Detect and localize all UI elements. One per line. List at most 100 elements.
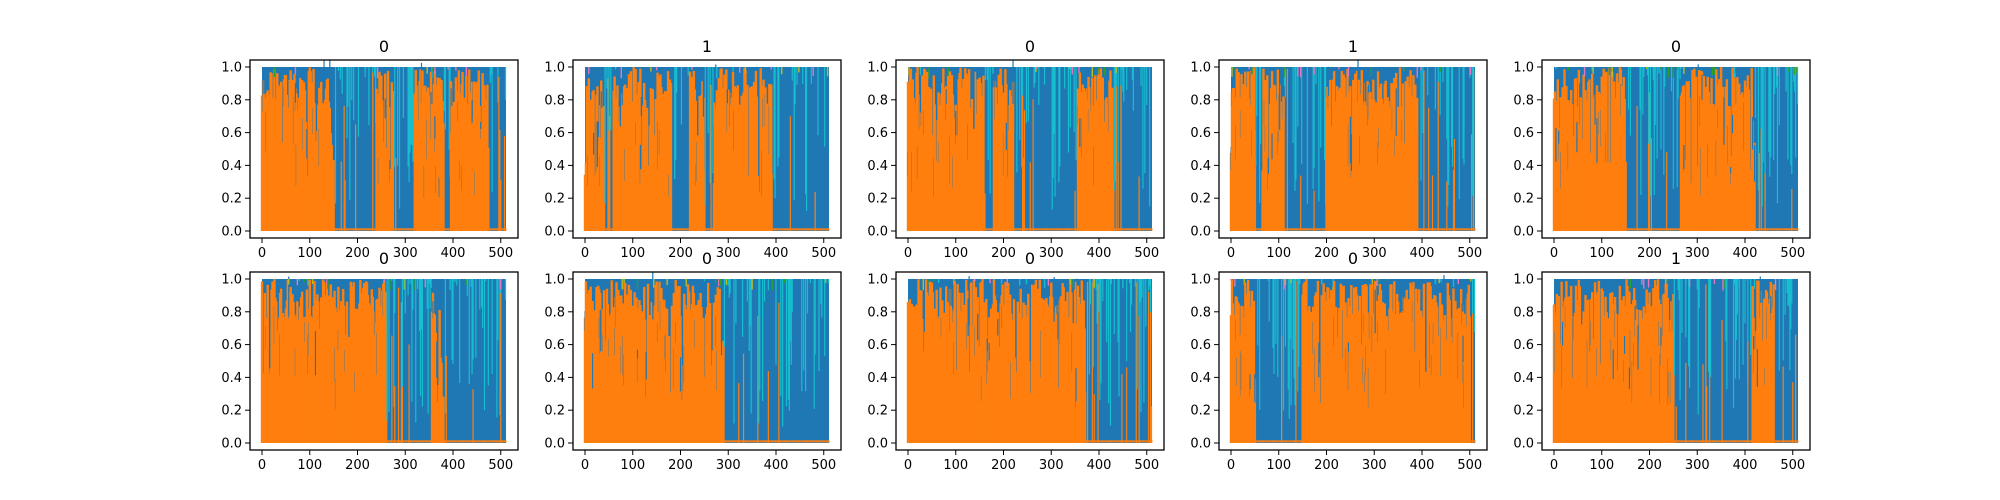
y-tick-label: 0.6 xyxy=(544,126,565,141)
x-tick-label: 500 xyxy=(1457,246,1482,261)
panel-5: 0 0 100 200 300 400 500 0.0 0.2 0.4 0.6 0.8 1.0 xyxy=(221,249,519,473)
x-tick-label: 100 xyxy=(297,458,322,473)
y-tick-label: 0.4 xyxy=(1513,371,1534,386)
x-tick-label: 100 xyxy=(1589,246,1614,261)
axes-frame xyxy=(1541,271,1811,451)
x-tick-label: 200 xyxy=(668,458,693,473)
y-tick-label: 0.8 xyxy=(1513,305,1534,320)
x-tick-label: 0 xyxy=(1227,458,1235,473)
y-tick-label: 0.6 xyxy=(544,338,565,353)
y-tick-label: 0.8 xyxy=(867,305,888,320)
panel-7: 0 0 100 200 300 400 500 0.0 0.2 0.4 0.6 0.8 1.0 xyxy=(867,249,1165,473)
y-tick-label: 0.4 xyxy=(1190,371,1211,386)
x-tick-label: 500 xyxy=(1457,458,1482,473)
x-tick-label: 400 xyxy=(441,458,466,473)
axes-frame xyxy=(249,271,519,451)
x-tick-label: 100 xyxy=(943,458,968,473)
x-tick-label: 500 xyxy=(811,246,836,261)
y-tick-label: 0.4 xyxy=(867,371,888,386)
x-tick-label: 400 xyxy=(1087,458,1112,473)
y-tick-label: 0.2 xyxy=(1513,192,1534,207)
y-tick-label: 0.8 xyxy=(1190,93,1211,108)
axes-frame xyxy=(572,59,842,239)
panel-2: 0 0 100 200 300 400 500 0.0 0.2 0.4 0.6 0.8 1.0 xyxy=(867,37,1165,261)
x-tick-label: 200 xyxy=(1637,458,1662,473)
panel-title: 0 xyxy=(379,37,389,56)
x-tick-label: 500 xyxy=(1134,246,1159,261)
plot-area-4 xyxy=(1552,64,1799,231)
y-tick-label: 0.4 xyxy=(1513,159,1534,174)
panel-title: 0 xyxy=(1025,37,1035,56)
y-tick-label: 1.0 xyxy=(1190,273,1211,288)
y-tick-label: 0.6 xyxy=(1513,126,1534,141)
x-tick-label: 500 xyxy=(1780,458,1805,473)
x-tick-label: 300 xyxy=(1362,246,1387,261)
panel-8: 0 0 100 200 300 400 500 0.0 0.2 0.4 0.6 0.8 1.0 xyxy=(1190,249,1488,473)
panel-0: 0 0 100 200 300 400 500 0.0 0.2 0.4 0.6 0.8 1.0 xyxy=(221,37,519,261)
axes-frame xyxy=(1218,271,1488,451)
y-tick-label: 1.0 xyxy=(544,61,565,76)
x-tick-label: 400 xyxy=(1410,246,1435,261)
y-tick-label: 1.0 xyxy=(1513,273,1534,288)
x-tick-label: 300 xyxy=(1685,246,1710,261)
panel-title: 0 xyxy=(1025,249,1035,268)
x-tick-label: 0 xyxy=(904,246,912,261)
x-tick-label: 200 xyxy=(668,246,693,261)
y-tick-label: 0.2 xyxy=(221,404,242,419)
y-tick-label: 0.0 xyxy=(867,225,888,240)
panel-9: 1 0 100 200 300 400 500 0.0 0.2 0.4 0.6 0.8 1.0 xyxy=(1513,249,1811,473)
x-tick-label: 100 xyxy=(1266,246,1291,261)
y-tick-label: 0.8 xyxy=(221,305,242,320)
x-tick-label: 100 xyxy=(943,246,968,261)
y-tick-label: 1.0 xyxy=(1513,61,1534,76)
y-tick-label: 0.0 xyxy=(1190,437,1211,452)
x-tick-label: 400 xyxy=(1733,458,1758,473)
y-tick-label: 0.6 xyxy=(1190,126,1211,141)
x-tick-label: 100 xyxy=(620,246,645,261)
plot-area-7 xyxy=(906,276,1153,443)
y-tick-label: 0.0 xyxy=(1190,225,1211,240)
x-tick-label: 300 xyxy=(393,458,418,473)
x-tick-label: 0 xyxy=(258,246,266,261)
plot-area-5 xyxy=(260,276,507,443)
y-tick-label: 0.2 xyxy=(221,192,242,207)
y-tick-label: 0.6 xyxy=(221,126,242,141)
panel-title: 0 xyxy=(1348,249,1358,268)
plot-area-1 xyxy=(583,64,830,231)
x-tick-label: 200 xyxy=(345,458,370,473)
x-tick-label: 100 xyxy=(297,246,322,261)
y-tick-label: 0.0 xyxy=(221,225,242,240)
x-tick-label: 300 xyxy=(1039,458,1064,473)
x-tick-label: 500 xyxy=(1134,458,1159,473)
plot-area-3 xyxy=(1229,60,1476,231)
y-tick-label: 0.2 xyxy=(1190,192,1211,207)
y-tick-label: 0.4 xyxy=(544,159,565,174)
x-tick-label: 300 xyxy=(1039,246,1064,261)
y-tick-label: 0.0 xyxy=(544,437,565,452)
y-tick-label: 1.0 xyxy=(1190,61,1211,76)
panel-title: 1 xyxy=(702,37,712,56)
y-tick-label: 0.2 xyxy=(867,404,888,419)
y-tick-label: 0.4 xyxy=(867,159,888,174)
x-tick-label: 200 xyxy=(991,246,1016,261)
y-tick-label: 0.0 xyxy=(221,437,242,452)
axes-frame xyxy=(249,59,519,239)
plot-area-0 xyxy=(260,60,507,231)
y-tick-label: 0.2 xyxy=(1190,404,1211,419)
y-tick-label: 1.0 xyxy=(221,273,242,288)
x-tick-label: 500 xyxy=(1780,246,1805,261)
x-tick-label: 0 xyxy=(904,458,912,473)
y-tick-label: 0.0 xyxy=(544,225,565,240)
x-tick-label: 200 xyxy=(1314,246,1339,261)
panel-title: 0 xyxy=(379,249,389,268)
x-tick-label: 0 xyxy=(581,458,589,473)
panel-1: 1 0 100 200 300 400 500 0.0 0.2 0.4 0.6 0.8 1.0 xyxy=(544,37,842,261)
y-tick-label: 0.8 xyxy=(1513,93,1534,108)
x-tick-label: 400 xyxy=(1733,246,1758,261)
x-tick-label: 300 xyxy=(1685,458,1710,473)
axes-frame xyxy=(895,271,1165,451)
y-tick-label: 0.4 xyxy=(1190,159,1211,174)
x-tick-label: 500 xyxy=(488,458,513,473)
x-tick-label: 200 xyxy=(991,458,1016,473)
